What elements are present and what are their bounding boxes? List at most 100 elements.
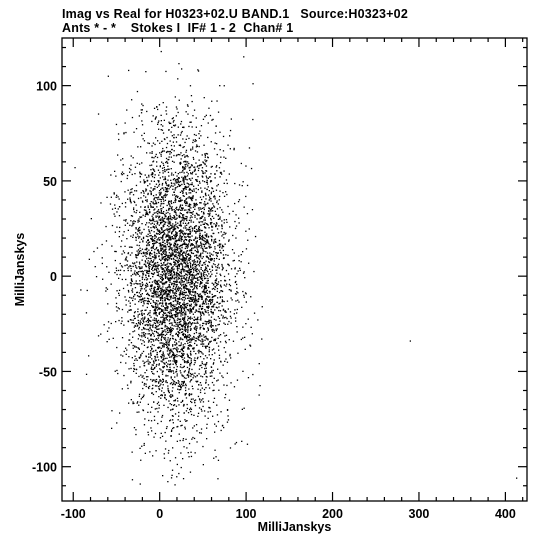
data-point — [145, 286, 147, 289]
data-point — [156, 328, 158, 330]
data-point — [176, 309, 178, 311]
data-point — [165, 314, 167, 317]
data-point — [165, 161, 167, 164]
data-point — [163, 256, 166, 258]
data-point — [224, 279, 226, 281]
data-point — [191, 227, 193, 229]
data-point — [177, 173, 179, 175]
data-point — [238, 222, 240, 224]
data-point — [179, 281, 181, 283]
data-point — [152, 218, 155, 221]
data-point — [193, 109, 196, 111]
data-point — [201, 207, 203, 209]
data-point — [174, 298, 177, 300]
data-point — [136, 291, 138, 294]
data-point — [129, 198, 131, 201]
data-point — [205, 337, 207, 339]
data-point — [160, 299, 162, 301]
data-point — [146, 272, 148, 274]
data-point — [180, 271, 183, 273]
data-point — [154, 408, 156, 410]
data-point — [189, 329, 192, 331]
data-point — [141, 293, 143, 295]
data-point — [80, 289, 82, 291]
data-point — [201, 361, 203, 363]
data-point — [155, 268, 157, 271]
data-point — [201, 341, 203, 343]
data-point — [165, 234, 168, 236]
data-point — [211, 215, 214, 218]
data-point — [170, 144, 173, 147]
data-point — [161, 167, 164, 169]
data-point — [150, 206, 152, 208]
data-point — [145, 265, 147, 268]
data-point — [194, 342, 196, 345]
data-point — [181, 281, 183, 283]
data-point — [184, 283, 186, 286]
data-point — [180, 200, 182, 202]
data-point — [201, 243, 203, 245]
data-point — [143, 424, 146, 426]
data-point — [156, 229, 158, 231]
data-point — [177, 273, 180, 275]
data-point — [204, 159, 206, 161]
data-point — [190, 361, 192, 364]
data-point — [206, 331, 208, 333]
data-point — [225, 232, 227, 234]
data-point — [205, 347, 207, 349]
data-point — [140, 321, 142, 324]
data-point — [179, 162, 181, 164]
data-point — [191, 317, 193, 320]
data-point — [163, 357, 165, 359]
data-point — [160, 383, 162, 385]
data-point — [197, 169, 200, 172]
data-point — [185, 175, 187, 178]
data-point — [174, 400, 176, 402]
data-point — [222, 266, 224, 269]
data-point — [203, 245, 206, 248]
data-point — [192, 115, 194, 117]
data-point — [146, 319, 149, 322]
data-point — [106, 196, 108, 198]
data-point — [193, 298, 195, 300]
data-point — [188, 259, 190, 261]
data-point — [164, 277, 167, 279]
data-point — [156, 274, 159, 276]
data-point — [223, 182, 225, 184]
data-point — [168, 121, 170, 123]
data-point — [132, 344, 134, 347]
data-point — [191, 189, 193, 192]
data-point — [168, 279, 171, 281]
data-point — [158, 375, 160, 377]
data-point — [158, 312, 160, 315]
data-point — [208, 349, 210, 351]
data-point — [171, 135, 173, 137]
data-point — [187, 244, 189, 246]
data-point — [135, 274, 137, 276]
data-point — [207, 329, 209, 331]
data-point — [169, 208, 171, 210]
data-point — [201, 298, 203, 300]
data-point — [202, 401, 205, 403]
data-point — [205, 303, 207, 305]
data-point — [203, 363, 205, 366]
data-point — [185, 324, 187, 326]
data-point — [213, 242, 215, 244]
data-point — [165, 257, 167, 259]
data-point — [161, 221, 163, 223]
data-point — [132, 262, 134, 264]
data-point — [167, 348, 170, 350]
data-point — [114, 250, 116, 253]
data-point — [214, 177, 216, 179]
data-point — [164, 178, 167, 181]
data-point — [189, 282, 191, 284]
data-point — [150, 229, 153, 232]
data-point — [137, 229, 139, 231]
data-point — [193, 276, 195, 278]
data-point — [165, 339, 167, 341]
data-point — [173, 358, 175, 360]
data-point — [106, 330, 109, 332]
data-point — [153, 243, 155, 245]
data-point — [167, 211, 169, 214]
data-point — [199, 254, 202, 257]
